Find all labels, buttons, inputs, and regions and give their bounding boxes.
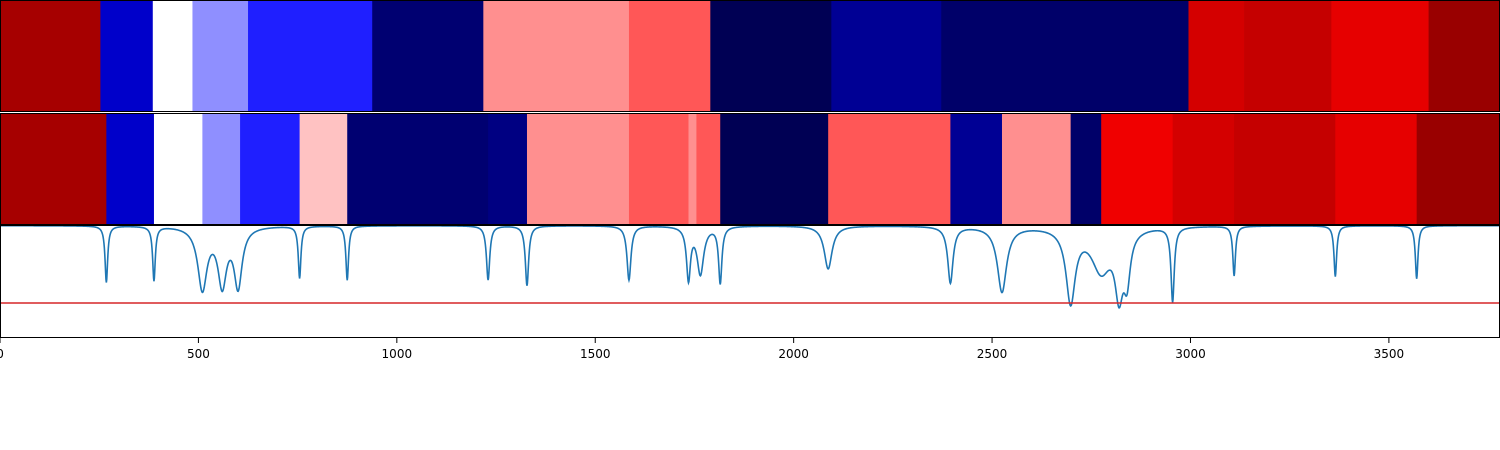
heatmap-cell <box>372 0 484 112</box>
heatmap-cell <box>0 113 107 225</box>
heatmap-cell <box>1244 0 1332 112</box>
heatmap-cell <box>0 0 101 112</box>
heatmap-cell <box>1428 0 1500 112</box>
heatmap-cell <box>696 113 721 225</box>
spectrum-line <box>0 224 1500 309</box>
heatmap-cell <box>192 0 249 112</box>
heatmap-band-1 <box>0 0 1500 112</box>
x-tick-label: 3500 <box>1374 347 1405 361</box>
heatmap-cell <box>628 113 689 225</box>
heatmap-cell <box>483 0 630 112</box>
heatmap-cell <box>941 0 1189 112</box>
heatmap-cell <box>1001 113 1072 225</box>
heatmap-cell <box>347 113 489 225</box>
heatmap-cell <box>152 0 193 112</box>
x-tick-label: 1500 <box>580 347 611 361</box>
heatmap-cell <box>1172 113 1235 225</box>
heatmap-cell <box>106 113 155 225</box>
heatmap-cell <box>202 113 241 225</box>
heatmap-cell <box>628 0 711 112</box>
x-tick-label: 500 <box>187 347 210 361</box>
heatmap-cell <box>710 0 832 112</box>
heatmap-cell <box>1101 113 1174 225</box>
heatmap-cell <box>240 113 301 225</box>
heatmap-cell <box>153 113 203 225</box>
heatmap-cell <box>1331 0 1429 112</box>
x-tick-label: 3000 <box>1175 347 1206 361</box>
heatmap-cell <box>299 113 348 225</box>
x-tick-label: 2000 <box>778 347 809 361</box>
heatmap-band-2 <box>0 113 1500 225</box>
heatmap-cell <box>720 113 829 225</box>
heatmap-cell <box>1188 0 1245 112</box>
heatmap-cell <box>688 113 697 225</box>
heatmap-cell <box>950 113 1003 225</box>
x-tick-label: 2500 <box>977 347 1008 361</box>
x-axis: 0 500 1000 1500 2000 2500 3000 3500 <box>0 338 1404 361</box>
heatmap-cell <box>828 113 951 225</box>
heatmap-cell <box>1416 113 1500 225</box>
heatmap-cell <box>1234 113 1336 225</box>
heatmap-cell <box>488 113 528 225</box>
x-tick-label: 0 <box>0 347 4 361</box>
x-tick-label: 1000 <box>382 347 413 361</box>
heatmap-cell <box>100 0 154 112</box>
absorbance-line-panel <box>0 224 1500 338</box>
heatmap-cell <box>248 0 373 112</box>
line-panel-background <box>0 225 1500 338</box>
heatmap-cell <box>1070 113 1102 225</box>
heatmap-cell <box>526 113 630 225</box>
heatmap-cell <box>831 0 942 112</box>
heatmap-cell <box>1335 113 1418 225</box>
